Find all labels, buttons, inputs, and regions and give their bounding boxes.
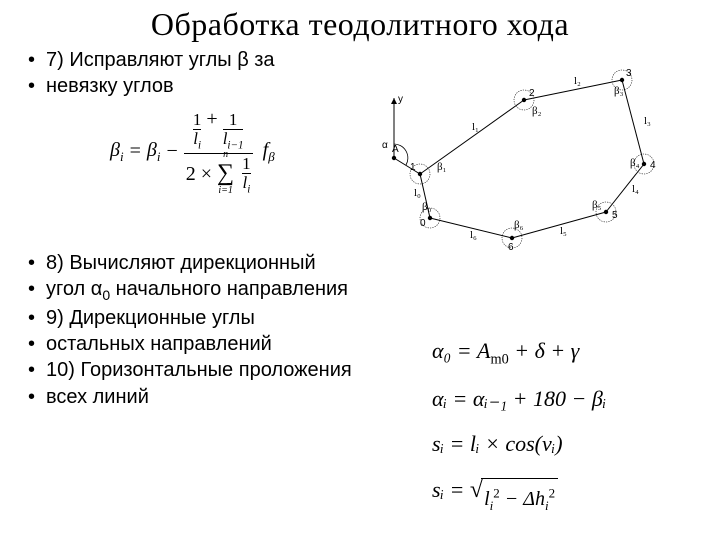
sub: m0 [490,351,508,367]
subscript: 0 [102,287,110,303]
d: li [242,174,250,196]
side-formulas: α₀ = Am0 + δ + γ αᵢ = αᵢ₋₁ + 180 − βᵢ sᵢ… [432,330,606,523]
svg-text:6: 6 [508,242,514,253]
n: 1 [193,111,202,129]
pre: 2 × [186,163,217,185]
t: + δ + γ [509,338,580,363]
svg-text:l₅: l₅ [560,225,567,237]
radicand: li2 − Δhi2 [481,478,558,519]
n: 1 [242,155,251,173]
svg-text:1: 1 [410,162,416,173]
formula-s-sqrt: sᵢ = √ li2 − Δhi2 [432,469,606,519]
svg-text:l₂: l₂ [574,75,581,87]
svg-text:β₄: β₄ [630,157,640,169]
svg-text:β₀: β₀ [422,201,432,213]
sym: β [110,139,120,161]
svg-text:3: 3 [626,68,632,79]
formula-alpha0: α₀ = Am0 + δ + γ [432,330,606,374]
denominator: 2 × n ∑ i=1 1 li [184,155,253,196]
svg-text:4: 4 [650,160,656,171]
sub: i−1 [227,139,243,151]
lhs: sᵢ = [432,477,470,502]
d: li [193,130,201,152]
small-frac: 1 li [242,155,251,196]
sigma-top: n [223,150,228,160]
slide-title: Обработка теодолитного хода [0,0,720,43]
sup: 2 [549,485,556,500]
text: угол α [46,278,102,300]
eq: = [130,140,141,163]
n: 1 [229,111,238,129]
traverse-diagram: y α β₁ β₂ β₃ β₄ β₅ β₆ β₀ l₁ l₂ l₃ l₄ l₅ l₆ l₀ A1 2 3 4 5 6 0 [352,58,682,278]
sqrt: √ li2 − Δhi2 [470,478,558,519]
bullet-item: всех линий [28,384,710,410]
svg-text:l₃: l₃ [644,115,651,127]
plus: + [206,108,222,130]
tail: fβ [263,139,275,165]
sub: i [198,139,201,151]
svg-text:A: A [392,144,399,155]
small-frac: 1 li−1 [223,111,244,152]
t: α₀ = A [432,338,490,363]
numerator: 1 li + 1 li−1 [191,108,246,152]
text: начального направления [110,278,348,300]
main-fraction: 1 li + 1 li−1 2 × n ∑ i=1 [184,108,253,196]
svg-text:5: 5 [612,210,618,221]
diagram-svg: y α β₁ β₂ β₃ β₄ β₅ β₆ β₀ l₁ l₂ l₃ l₄ l₅ l₆ l₀ A1 2 3 4 5 6 0 [352,58,682,278]
sub: i [157,149,161,164]
svg-text:0: 0 [420,218,426,229]
bullet-item: 10) Горизонтальные проложения [28,357,710,383]
formula-s-cos: sᵢ = lᵢ × cos(νᵢ) [432,423,606,465]
sigma-bot: i=1 [218,186,233,196]
svg-text:l₀: l₀ [414,187,421,199]
svg-text:β₂: β₂ [532,105,542,117]
svg-text:l₄: l₄ [632,183,639,195]
minus: − [166,140,177,163]
formula-alpha-i: αᵢ = αᵢ₋₁ + 180 − βᵢ [432,378,606,420]
svg-text:β₁: β₁ [437,161,447,173]
slide: Обработка теодолитного хода 7) Исправляю… [0,0,720,540]
svg-text:l₁: l₁ [472,121,479,133]
svg-text:β₅: β₅ [592,199,602,211]
svg-text:y: y [398,94,403,105]
bullet-item: угол α0 начального направления [28,276,710,304]
small-frac: 1 li [193,111,202,152]
sub: β [268,149,274,164]
formula-beta-correction: βi = βi − 1 li + 1 li−1 2 × [110,108,275,196]
svg-text:β₆: β₆ [514,219,524,231]
svg-text:β₃: β₃ [614,85,624,97]
sub: i [120,149,124,164]
mid: − Δh [505,488,545,510]
svg-text:α: α [382,140,388,151]
bullet-item: остальных направлений [28,331,710,357]
sigma: n ∑ i=1 [217,161,234,185]
svg-text:2: 2 [529,88,535,99]
bullet-item: 9) Дирекционные углы [28,305,710,331]
svg-text:l₆: l₆ [470,229,477,241]
sup: 2 [493,485,500,500]
sym: β [147,139,157,161]
sub: i [247,183,250,195]
